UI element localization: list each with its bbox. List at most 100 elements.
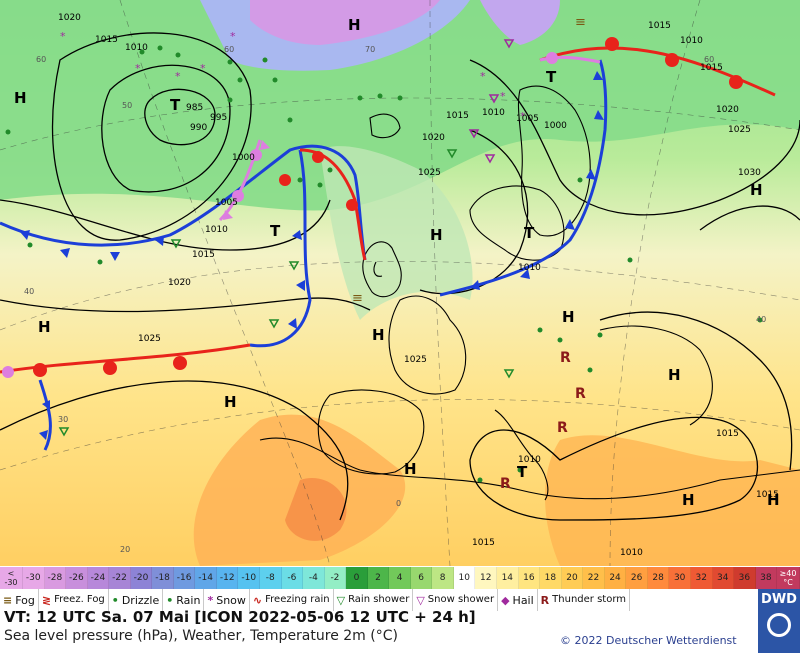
hail-icon: ◆	[501, 593, 510, 607]
legend-step: 16	[518, 567, 541, 589]
temperature-label: 20	[120, 545, 130, 554]
warm-zone-north-africa-east	[545, 435, 800, 566]
low-center: T	[170, 96, 181, 114]
legend-step: 6	[410, 567, 433, 589]
temperature-label: 70	[365, 45, 375, 54]
svg-text:R: R	[557, 420, 568, 436]
isobar-label: 1025	[138, 334, 161, 344]
isobar-label: 1010	[518, 263, 541, 273]
legend-step: 20	[561, 567, 584, 589]
isobar-1015-low	[51, 32, 252, 241]
british-isles-outline	[362, 241, 402, 298]
weather-legend-label: Freez. Fog	[54, 594, 105, 605]
isobar-label: 1025	[728, 125, 751, 135]
legend-low-symbol: <	[7, 569, 15, 578]
high-center: H	[430, 226, 443, 244]
svg-text:≡: ≡	[352, 291, 363, 306]
weather-legend-label: Fog	[15, 593, 35, 607]
legend-high-unit: °C	[783, 578, 793, 587]
isobar-label: 1015	[700, 63, 723, 73]
isobar-label: 1020	[422, 133, 445, 143]
svg-text:*: *	[520, 110, 526, 123]
isobar-label: 1010	[482, 108, 505, 118]
legend-step: 4	[389, 567, 411, 589]
balkans-outline	[599, 325, 713, 426]
dwd-swirl-icon	[767, 613, 791, 637]
cold-front-scandinavia	[439, 59, 608, 297]
pressure-centers: H H H H H H H H H H H H T T T T T	[14, 16, 780, 509]
svg-text:*: *	[200, 62, 206, 75]
legend-step: 36	[734, 567, 756, 589]
high-center: H	[348, 16, 361, 34]
isobar-1015-east	[599, 311, 793, 471]
graticule	[0, 0, 800, 566]
cold-front-atlantic	[0, 144, 367, 261]
isobar-label: 1005	[516, 114, 539, 124]
low-center: T	[270, 222, 281, 240]
svg-text:R: R	[560, 350, 571, 366]
isobar-label: 1010	[518, 455, 541, 465]
temperature-label: 30	[58, 415, 68, 424]
legend-high-symbol: ≥40	[779, 569, 797, 578]
very-cold-zone	[250, 0, 440, 45]
iberia-outline	[317, 389, 425, 475]
isobar-1015-west	[0, 199, 331, 251]
legend-step: 14	[497, 567, 519, 589]
fog-icon: ≡	[3, 593, 13, 607]
isobar-1000-low	[101, 64, 231, 193]
legend-step: -2	[324, 567, 347, 589]
legend-step: -30	[23, 567, 45, 589]
cool-zone	[0, 0, 800, 211]
weather-legend-label: Freezing rain	[265, 594, 330, 605]
isobar-label: 1000	[232, 153, 255, 163]
high-center: H	[668, 366, 681, 384]
svg-text:≡: ≡	[575, 15, 586, 30]
legend-step: -20	[130, 567, 153, 589]
temperature-label: 0	[396, 499, 401, 508]
thunderstorm-icon: R	[540, 593, 550, 607]
legend-step: 30	[669, 567, 691, 589]
legend-step: 22	[583, 567, 605, 589]
legend-step: -28	[44, 567, 67, 589]
temperature-label: 60	[704, 55, 714, 64]
legend-step: -12	[216, 567, 239, 589]
weather-legend-label: Hail	[512, 593, 534, 607]
high-center: H	[14, 89, 27, 107]
legend-step: 28	[647, 567, 670, 589]
weather-legend-item: ∿ Freezing rain	[250, 589, 334, 611]
svg-text:*: *	[500, 90, 506, 103]
legend-step: -6	[281, 567, 304, 589]
isobar-label: 1000	[544, 121, 567, 131]
isobar-1020-atlantic	[0, 297, 371, 313]
snow-icon: *	[207, 593, 214, 607]
isobar-label: 1015	[446, 111, 469, 121]
legend-step: 34	[712, 567, 735, 589]
isobar-label: 1030	[738, 168, 761, 178]
legend-step: -26	[66, 567, 88, 589]
rain-icon: •	[166, 593, 174, 607]
rain-shower-icon: ▽	[336, 593, 346, 607]
legend-step: 10	[453, 567, 476, 589]
isobar-labels: 1020 1015 1010 995 985 990 1000 1005 101…	[58, 13, 779, 558]
high-center: H	[404, 460, 417, 478]
weather-legend-label: Rain shower	[348, 594, 410, 605]
legend-high-edge: ≥40 °C	[777, 567, 800, 589]
front-symbols	[2, 37, 743, 440]
italy-outline	[494, 409, 549, 501]
isobar-label: 1025	[404, 355, 427, 365]
dwd-logo-text: DWD	[761, 592, 797, 607]
legend-step: 8	[432, 567, 454, 589]
hot-spot-africa	[285, 478, 347, 541]
low-center: T	[546, 68, 557, 86]
dwd-logo[interactable]: DWD	[758, 589, 800, 653]
high-center: H	[372, 326, 385, 344]
isobars	[0, 32, 800, 521]
north-africa-coast	[259, 437, 800, 500]
temperature-label: 60	[36, 55, 46, 64]
weather-legend-label: Drizzle	[121, 593, 160, 607]
isobar-label: 1015	[95, 35, 118, 45]
legend-step: -16	[173, 567, 196, 589]
isobar-label: 1015	[192, 250, 215, 260]
weather-legend-item: * Snow	[204, 589, 250, 611]
